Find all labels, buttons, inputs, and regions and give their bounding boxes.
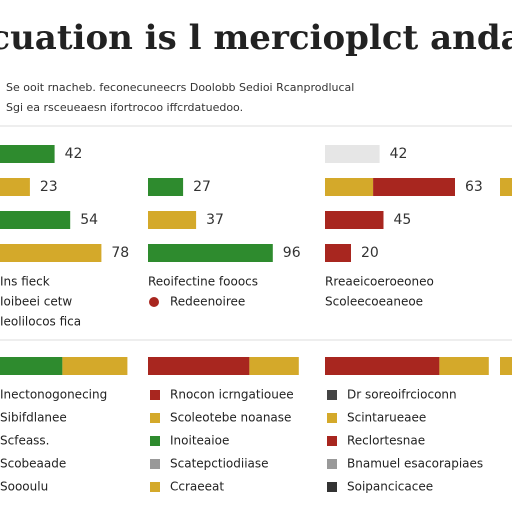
bar [0,357,63,375]
legend-text: Rreaeicoeroeoneo [325,275,434,289]
subtitle-line: Se ooit rnacheb. feconecuneecrs Doolobb … [6,81,354,94]
legend-text: Ccraeeat [170,480,224,494]
legend-text: Dr soreoifrcioconn [347,388,457,402]
bar-label: 42 [65,146,83,162]
legend-text: Scoleecoeaneoe [325,295,423,309]
legend-text: Redeenoiree [170,295,245,309]
bar [0,178,30,196]
legend-marker [150,413,160,423]
legend-text: Reclortesnae [347,434,425,448]
legend-marker [150,436,160,446]
legend-text: Reoifectine fooocs [148,275,258,289]
bar-label: 23 [40,179,58,195]
legend-text: Inectonogonecing [0,388,107,402]
bar [148,244,273,262]
legend-marker [150,482,160,492]
legend-marker [327,482,337,492]
legend-text: Scoleotebe noanase [170,411,291,425]
legend-text: Inoiteaioe [170,434,229,448]
legend-text: Soooulu [0,480,48,494]
bar [0,145,55,163]
legend-text: Ioibeei cetw [0,295,72,309]
bar [373,178,455,196]
subtitle-line: Sgi ea rsceueaesn ifortrocoo iffcrdatued… [6,101,243,114]
legend-marker [327,413,337,423]
legend-text: Scintarueaee [347,411,426,425]
bar [325,357,440,375]
bar [148,357,250,375]
legend-text: Rnocon icrngatiouee [170,388,294,402]
bar [325,244,351,262]
bar-label: 54 [80,212,98,228]
bar [325,145,380,163]
bar [0,244,102,262]
legend-text: Bnamuel esacorapiaes [347,457,483,471]
bar [148,211,197,229]
legend-text: Scobeaade [0,457,66,471]
legend-text: Ieolilocos fica [0,315,81,329]
legend-marker [327,436,337,446]
bar [325,211,384,229]
bar [0,211,71,229]
legend-text: Scfeass. [0,434,50,448]
bar-label: 37 [206,212,224,228]
bar-label: 78 [111,245,129,261]
legend-text: Ins fieck [0,275,50,289]
title: cuation is l mercioplct anda [0,18,512,58]
bar [148,178,184,196]
legend-text: Scatepctiodiiase [170,457,269,471]
bar [325,178,374,196]
bar-label: 45 [394,212,412,228]
bar [249,357,299,375]
legend-text: Soipancicacee [347,480,433,494]
legend-marker [150,390,160,400]
legend-marker [150,459,160,469]
bar-label: 96 [283,245,301,261]
bar-label: 20 [361,245,379,261]
bar-label: 42 [390,146,408,162]
bar-label: 27 [193,179,211,195]
bar [439,357,489,375]
bar [500,178,512,196]
legend-marker [327,390,337,400]
legend-text: Sibifdlanee [0,411,67,425]
legend-marker [327,459,337,469]
bar [500,357,512,375]
legend-marker [149,297,159,307]
bar [62,357,128,375]
bar-label: 63 [465,179,483,195]
